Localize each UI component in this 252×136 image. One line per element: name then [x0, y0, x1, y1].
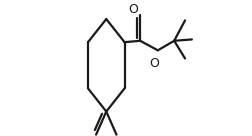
Text: O: O [149, 57, 159, 70]
Text: O: O [129, 3, 138, 16]
